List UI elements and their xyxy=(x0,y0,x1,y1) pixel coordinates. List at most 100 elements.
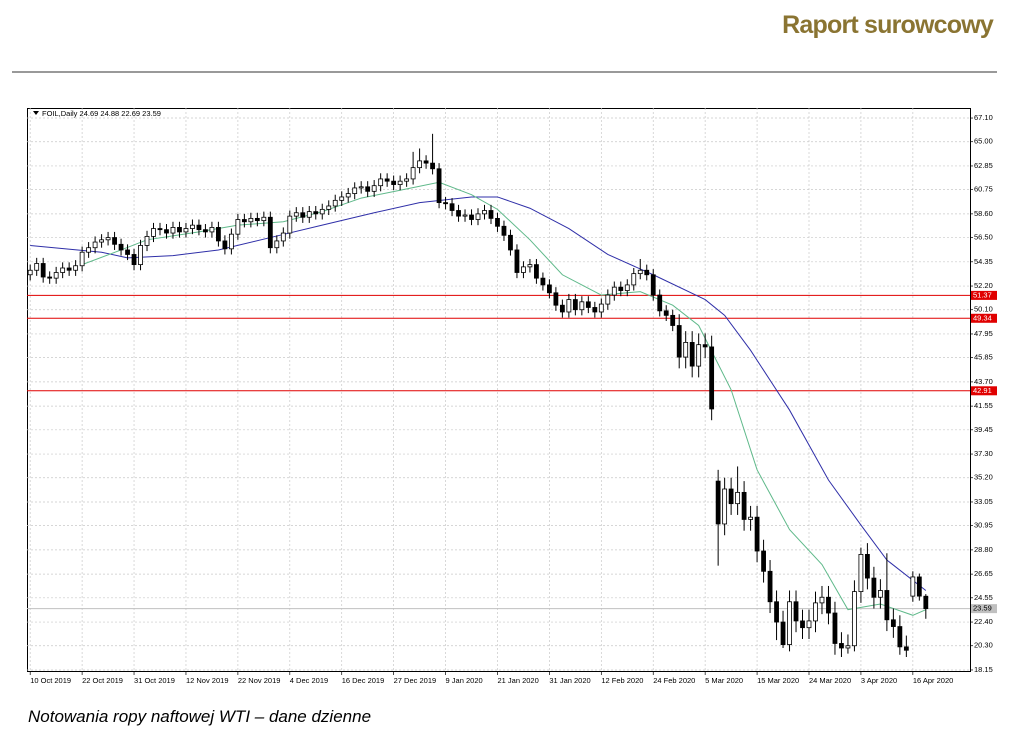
x-tick-label: 24 Feb 2020 xyxy=(653,676,695,685)
level-line-tag xyxy=(971,386,997,396)
x-tick-label: 10 Oct 2019 xyxy=(30,676,71,685)
candle-body xyxy=(144,236,150,246)
y-tick-label: 37.30 xyxy=(974,449,993,458)
candle-body xyxy=(475,213,481,220)
candle-body xyxy=(611,286,617,296)
candle-body xyxy=(358,186,364,189)
legend-close: 23.59 xyxy=(142,109,161,118)
candle-body xyxy=(131,254,137,266)
candle-body xyxy=(235,219,241,235)
candle-body xyxy=(443,202,448,205)
candle-body xyxy=(60,267,66,273)
candle-body xyxy=(267,216,273,249)
candle-body xyxy=(66,267,72,271)
y-tick-label: 58.60 xyxy=(974,209,993,218)
candle-body xyxy=(222,240,228,250)
candle-body xyxy=(793,601,799,622)
level-line-tag xyxy=(971,313,997,323)
legend-open: 24.69 xyxy=(80,109,99,118)
ma-line xyxy=(30,196,927,591)
y-tick-label: 47.95 xyxy=(974,329,993,338)
y-tick-label: 33.05 xyxy=(974,497,993,506)
x-tick-label: 12 Nov 2019 xyxy=(186,676,229,685)
y-tick-label: 35.20 xyxy=(974,473,993,482)
level-line-label: 42.91 xyxy=(973,386,992,395)
candle-body xyxy=(164,229,169,234)
candle-body xyxy=(190,224,195,229)
candle-body xyxy=(183,228,189,233)
candle-body xyxy=(300,212,306,218)
candle-body xyxy=(534,264,539,279)
candle-body xyxy=(112,237,117,245)
legend-high: 24.88 xyxy=(100,109,119,118)
level-line-tag xyxy=(971,290,997,300)
candle-body xyxy=(644,269,650,276)
candle-body xyxy=(813,602,818,622)
candle-body xyxy=(482,210,487,215)
candle-body xyxy=(177,227,182,233)
candle-body xyxy=(495,217,500,227)
candle-body xyxy=(877,590,883,598)
candle-body xyxy=(397,180,403,185)
candle-body xyxy=(839,643,844,649)
candle-body xyxy=(741,491,747,520)
y-tick-label: 67.10 xyxy=(974,113,993,122)
plot-frame xyxy=(27,108,971,672)
x-tick-label: 27 Dec 2019 xyxy=(394,676,437,685)
candle-body xyxy=(832,612,838,644)
level-line-label: 49.34 xyxy=(973,313,992,322)
x-tick-label: 21 Jan 2020 xyxy=(497,676,538,685)
candle-body xyxy=(579,301,585,311)
x-tick-label: 12 Feb 2020 xyxy=(601,676,643,685)
y-tick-label: 39.45 xyxy=(974,425,993,434)
candle-body xyxy=(663,310,669,316)
candle-body xyxy=(47,276,53,279)
candle-body xyxy=(151,228,156,237)
candle-body xyxy=(99,239,104,243)
candle-body xyxy=(92,241,98,249)
candle-body xyxy=(391,180,397,185)
x-tick-label: 16 Dec 2019 xyxy=(342,676,385,685)
candle-body xyxy=(293,212,299,217)
y-tick-label: 41.55 xyxy=(974,401,993,410)
x-tick-label: 22 Nov 2019 xyxy=(238,676,281,685)
candle-body xyxy=(709,346,715,410)
candle-body xyxy=(306,211,312,218)
candle-body xyxy=(728,488,734,505)
y-tick-label: 62.85 xyxy=(974,161,993,170)
candle-body xyxy=(384,178,390,182)
candle-body xyxy=(40,263,46,278)
price-line-label: 23.59 xyxy=(973,604,992,613)
candle-body xyxy=(469,214,474,220)
candle-body xyxy=(53,272,59,279)
candle-body xyxy=(365,186,371,192)
candle-body xyxy=(417,160,423,169)
candle-body xyxy=(910,576,916,597)
candle-body xyxy=(547,284,552,294)
report-title: Raport surowcowy xyxy=(782,11,994,39)
x-tick-label: 4 Dec 2019 xyxy=(290,676,328,685)
candle-body xyxy=(105,237,111,241)
candle-body xyxy=(79,251,85,267)
candle-body xyxy=(605,294,611,305)
y-tick-label: 52.20 xyxy=(974,281,993,290)
y-tick-label: 54.35 xyxy=(974,257,993,266)
candle-body xyxy=(501,225,507,236)
candle-body xyxy=(689,342,695,367)
candle-body xyxy=(274,240,280,249)
candle-body xyxy=(865,553,870,579)
y-tick-label: 56.50 xyxy=(974,233,993,242)
candle-body xyxy=(449,203,455,211)
x-tick-label: 31 Jan 2020 xyxy=(549,676,590,685)
y-tick-label: 24.55 xyxy=(974,593,993,602)
candle-body xyxy=(332,199,338,207)
chart-legend: FOIL,Daily 24.69 24.88 22.69 23.59 xyxy=(42,109,161,118)
candle-body xyxy=(280,232,286,242)
candle-body xyxy=(637,269,643,275)
candle-body xyxy=(696,344,702,367)
candle-body xyxy=(858,553,864,593)
x-tick-label: 24 Mar 2020 xyxy=(809,676,851,685)
candle-body xyxy=(890,619,896,627)
candle-body xyxy=(722,488,728,525)
candle-body xyxy=(339,196,345,201)
